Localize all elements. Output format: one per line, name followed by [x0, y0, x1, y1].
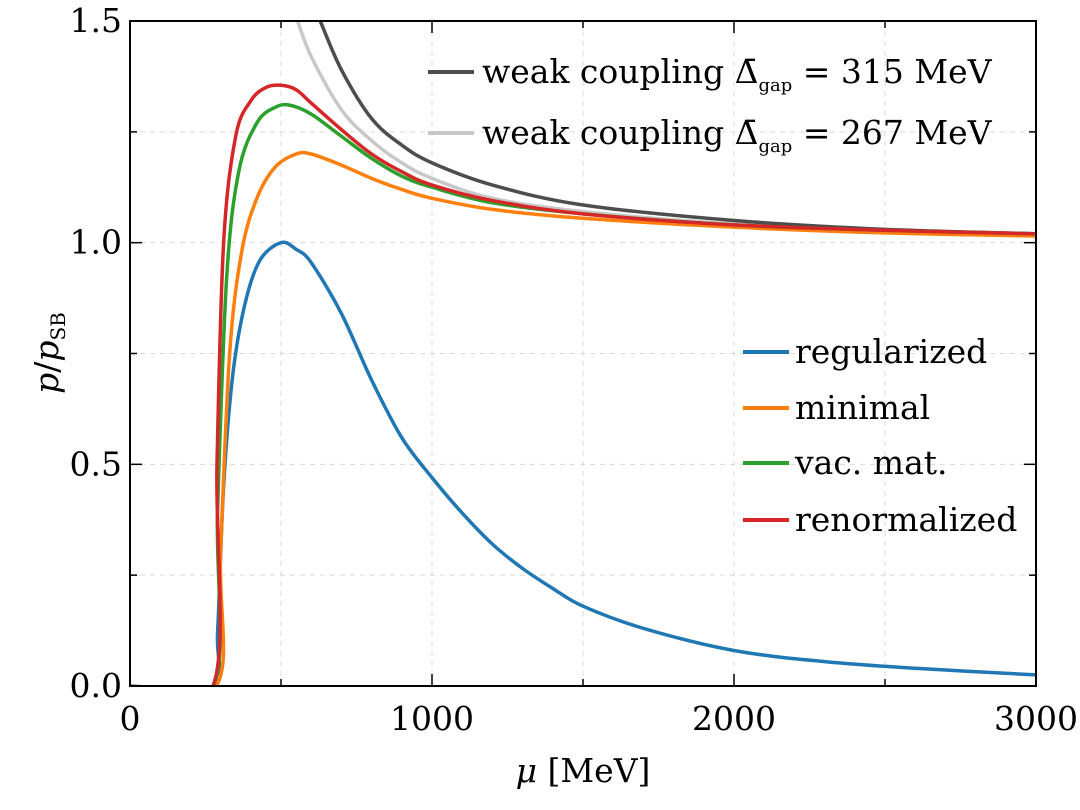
- x-tick-label: 1000: [390, 699, 474, 738]
- legend-layer: weak coupling Δ̄gap = 315 MeV weak coupli…: [428, 52, 1017, 539]
- x-tick-label: 2000: [692, 699, 776, 738]
- series-layer: [130, 21, 1036, 686]
- legend-label: vac. mat.: [794, 443, 948, 482]
- legend-label: minimal: [795, 388, 930, 427]
- y-tick-label: 1.5: [70, 1, 122, 40]
- tick-layer: 0 1000 2000 3000 0.0 0.5 1.0 1.5: [70, 1, 1078, 738]
- x-tick-label: 0: [120, 699, 141, 738]
- y-tick-label: 1.0: [70, 223, 122, 262]
- legend-label: renormalized: [795, 500, 1017, 539]
- y-tick-label: 0.5: [70, 444, 122, 483]
- legend-top-label: weak coupling Δ̄gap = 315 MeV: [482, 52, 993, 96]
- series-line-minimal: [130, 150, 1036, 686]
- x-tick-label: 3000: [994, 699, 1078, 738]
- y-tick-label: 0.0: [70, 666, 122, 705]
- x-axis-label: μ [MeV]: [516, 751, 651, 790]
- series-line-renormalized: [130, 83, 1036, 686]
- legend-top-label: weak coupling Δ̄gap = 267 MeV: [482, 113, 993, 157]
- legend-label: regularized: [795, 332, 987, 371]
- y-axis-label: p/pSB: [27, 312, 70, 394]
